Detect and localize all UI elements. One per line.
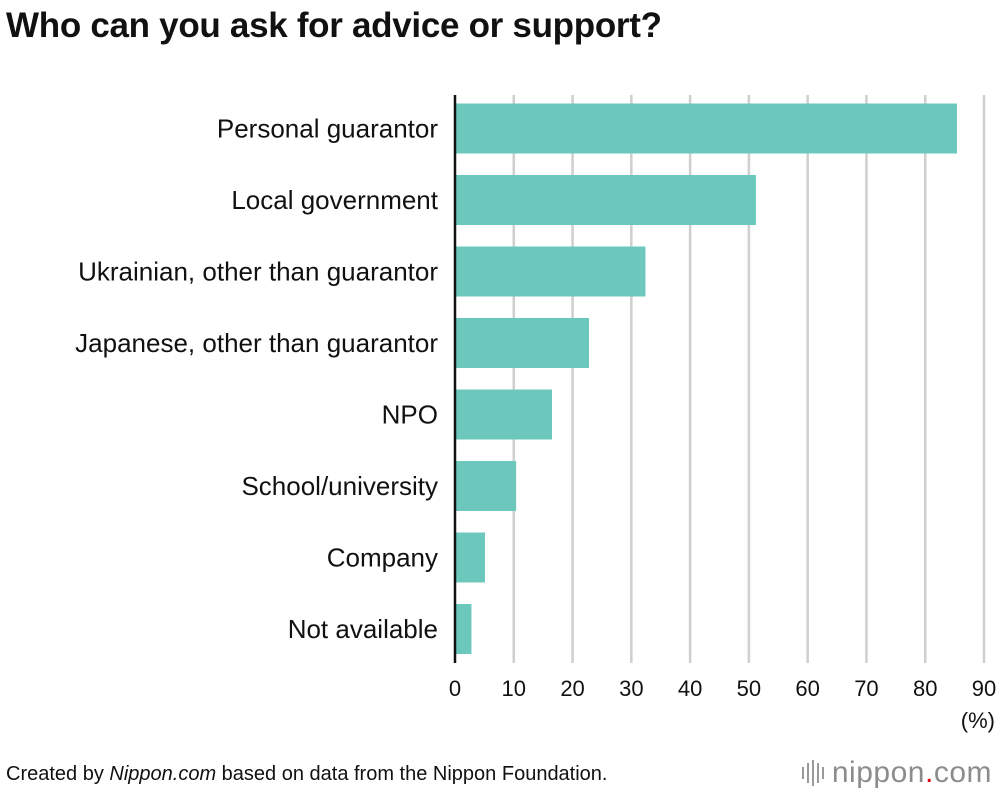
x-tick-labels: 0 10 20 30 40 50 60 70 80 90 [449, 676, 996, 701]
bar [455, 532, 485, 583]
bars [455, 103, 957, 654]
bar [455, 246, 646, 297]
category-label: Not available [288, 614, 438, 644]
x-tick-label: 60 [795, 676, 819, 701]
category-label: School/university [241, 471, 438, 501]
bar [455, 461, 517, 511]
bar [455, 604, 472, 654]
x-tick-label: 30 [619, 676, 643, 701]
x-tick-label: 40 [678, 676, 702, 701]
x-tick-label: 0 [449, 676, 461, 701]
source-site: Nippon.com [109, 763, 217, 785]
category-label: Ukrainian, other than guarantor [78, 257, 438, 287]
x-tick-label: 80 [913, 676, 937, 701]
x-tick-label: 50 [737, 676, 761, 701]
category-label: Personal guarantor [217, 114, 438, 144]
bar [455, 318, 590, 368]
bar [455, 175, 756, 225]
nippon-logo: nippon.com [801, 756, 992, 789]
category-label: NPO [382, 400, 438, 430]
bar [455, 389, 552, 440]
source-note: Created by Nippon.com based on data from… [6, 763, 608, 792]
x-tick-label: 20 [560, 676, 584, 701]
category-label: Local government [231, 185, 438, 215]
x-tick-label: 90 [972, 676, 996, 701]
logo-bars-icon [801, 760, 824, 786]
bar [455, 103, 957, 154]
chart-title: Who can you ask for advice or support? [6, 6, 662, 45]
logo-text: nippon.com [831, 756, 992, 789]
x-tick-label: 70 [854, 676, 878, 701]
category-label: Japanese, other than guarantor [75, 328, 438, 358]
source-suffix: based on data from the Nippon Foundation… [216, 763, 608, 785]
category-label: Company [327, 543, 438, 573]
x-tick-label: 10 [502, 676, 526, 701]
x-axis-unit: (%) [961, 708, 995, 733]
source-prefix: Created by [6, 763, 110, 785]
category-labels: Personal guarantor Local government Ukrain… [75, 114, 439, 645]
bar-chart: Personal guarantor Local government Ukrain… [75, 95, 996, 733]
